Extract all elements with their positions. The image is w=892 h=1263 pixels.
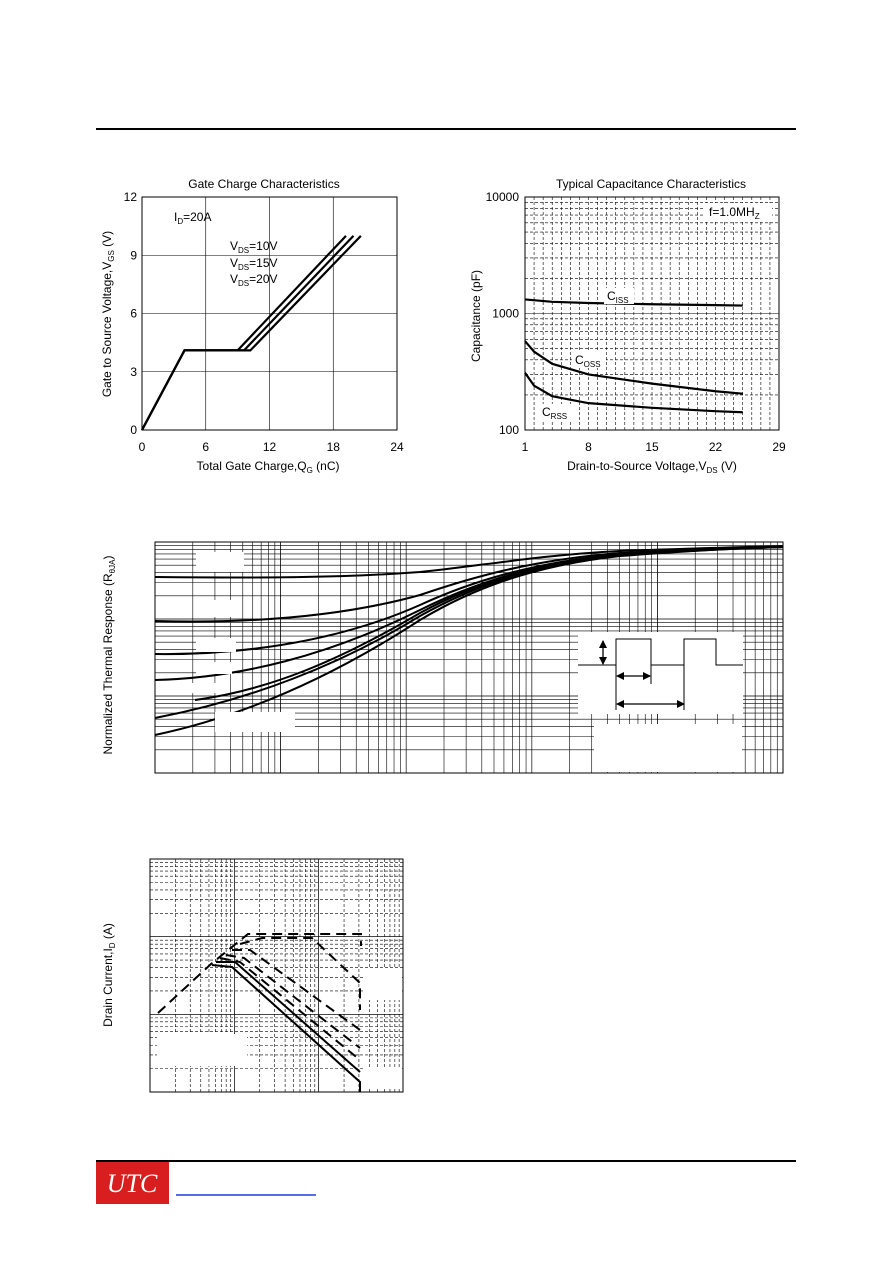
soa-dashed-curve-1	[239, 937, 361, 1010]
pulse-amplitude-arrowhead-top	[599, 640, 607, 648]
thermal-frame	[154, 541, 784, 774]
gate-charge-id-label: ID=20A	[174, 210, 211, 226]
gate-charge-xtick-label: 12	[263, 440, 277, 454]
capacitance-xlabel: Drain-to-Source Voltage,VDS (V)	[567, 459, 737, 475]
capacitance-series	[524, 298, 743, 414]
thermal-curve-single	[154, 546, 784, 736]
capacitance-yticks: 10000 1000 100	[486, 190, 520, 437]
thermal-ylabel: Normalized Thermal Response (RθJA)	[101, 556, 117, 755]
soa-dashed-curve-2	[232, 949, 361, 1031]
soa-label-panel-1	[364, 968, 402, 1000]
freq-label: f=1.0MHZ	[709, 205, 760, 221]
capacitance-ytick-label: 10000	[486, 190, 520, 204]
capacitance-xtick-label: 29	[772, 440, 786, 454]
ciss-label-background	[604, 288, 634, 304]
gate-charge-yticks: 0 3 6 9 12	[124, 190, 138, 437]
capacitance-xtick-label: 15	[645, 440, 659, 454]
pulse-width-arrowhead-left	[616, 672, 624, 680]
thermal-curves	[154, 545, 784, 736]
freq-label-background	[704, 203, 772, 220]
thermal-label-panel-1	[196, 552, 244, 572]
capacitance-series-2	[524, 372, 743, 414]
pulse-waveform	[578, 638, 743, 666]
capacitance-xtick-label: 22	[709, 440, 723, 454]
thermal-label-panel-3	[196, 638, 236, 652]
gate-charge-ytick-label: 0	[130, 423, 137, 437]
soa-dashed-curve-4	[219, 957, 361, 1061]
capacitance-chart: Typical Capacitance Characteristics 1 8 15…	[469, 177, 786, 475]
soa-label-panel-2	[364, 1068, 402, 1088]
gate-charge-xtick-label: 6	[202, 440, 209, 454]
gate-charge-xlabel: Total Gate Charge,QG (nC)	[197, 459, 340, 475]
gate-charge-xtick-label: 18	[327, 440, 341, 454]
capacitance-ytick-label: 1000	[492, 307, 519, 321]
capacitance-xtick-label: 8	[585, 440, 592, 454]
gate-charge-ytick-label: 3	[130, 365, 137, 379]
thermal-notes-panel	[594, 724, 742, 772]
gate-charge-xticks: 0 6 12 18 24	[139, 440, 404, 454]
soa-dashed-curve-3	[225, 954, 361, 1049]
crss-label: CRSS	[542, 405, 567, 421]
gate-charge-ytick-label: 6	[130, 307, 137, 321]
safe-operating-area-chart: Drain Current,ID (A)	[101, 858, 404, 1093]
gate-charge-ytick-label: 9	[130, 248, 137, 262]
gate-charge-vds15-label: VDS=15V	[230, 256, 278, 272]
gate-charge-series-2	[141, 235, 362, 431]
pulse-period-arrowhead-right	[677, 700, 685, 708]
capacitance-xtick-label: 1	[522, 440, 529, 454]
soa-solid-curve-1	[216, 961, 361, 1073]
capacitance-ylabel: Capacitance (pF)	[469, 270, 483, 362]
soa-label-panel-3	[157, 1034, 247, 1066]
pulse-amplitude-arrowhead-bottom	[599, 657, 607, 665]
thermal-label-panel-2	[196, 600, 236, 617]
utc-logo-text: UTC	[107, 1169, 158, 1198]
gate-charge-vds10-label: VDS=10V	[230, 239, 278, 255]
pulse-period-arrowhead-left	[616, 700, 624, 708]
capacitance-series-1	[524, 340, 743, 395]
coss-label: COSS	[575, 353, 601, 369]
utc-logo: UTC	[96, 1162, 169, 1204]
soa-ylabel: Drain Current,ID (A)	[101, 923, 117, 1027]
pulse-width-arrowhead-right	[643, 672, 651, 680]
soa-dashed-rds-limit	[157, 933, 362, 1014]
coss-label-background	[572, 352, 606, 368]
thermal-response-chart: Normalized Thermal Response (RθJA)	[101, 541, 784, 774]
thermal-curve-d05	[154, 545, 784, 579]
capacitance-title: Typical Capacitance Characteristics	[556, 177, 746, 191]
capacitance-xticks: 1 8 15 22 29	[522, 440, 786, 454]
utc-logo-box	[96, 1162, 169, 1204]
capacitance-ytick-label: 100	[499, 423, 519, 437]
ciss-label: CISS	[607, 289, 629, 305]
gate-charge-grid	[142, 197, 397, 430]
thermal-label-panel-5	[188, 683, 220, 693]
soa-curves	[157, 933, 362, 1092]
capacitance-grid	[525, 197, 779, 430]
gate-charge-frame	[141, 196, 398, 431]
pulse-diagram-inset	[578, 632, 743, 714]
gate-charge-ytick-label: 12	[124, 190, 138, 204]
gate-charge-ylabel: Gate to Source Voltage,VGS (V)	[100, 231, 116, 397]
gate-charge-xtick-label: 24	[390, 440, 404, 454]
gate-charge-vds20-label: VDS=20V	[230, 272, 278, 288]
soa-solid-curve-2	[211, 964, 361, 1092]
crss-label-background	[539, 404, 573, 420]
gate-charge-title: Gate Charge Characteristics	[188, 177, 339, 191]
gate-charge-series	[141, 235, 362, 431]
gate-charge-chart: Gate Charge Characteristics 0 6 12 18 24 0 3 6…	[100, 177, 404, 475]
gate-charge-xtick-label: 0	[139, 440, 146, 454]
capacitance-frame	[524, 196, 780, 431]
thermal-label-panel-4	[196, 662, 232, 674]
thermal-label-panel-6	[215, 712, 295, 732]
soa-frame	[149, 858, 404, 1093]
